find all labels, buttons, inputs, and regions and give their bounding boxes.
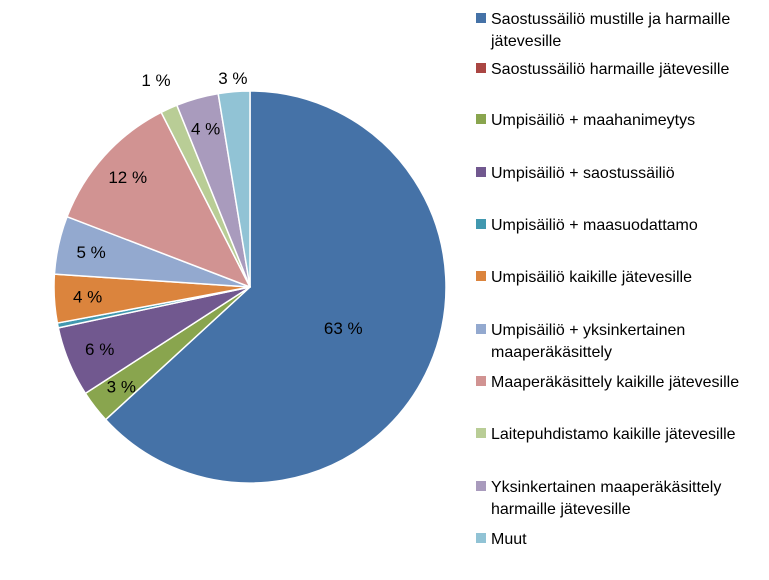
- legend-swatch-umpisailio-maahanimeytys: [476, 114, 486, 124]
- legend-label-line: jätevesille: [490, 33, 561, 50]
- legend-label-muut: Muut: [491, 531, 527, 548]
- legend-label-line: Saostussäiliö mustille ja harmaille: [491, 11, 730, 28]
- legend-label-yksinkertainen-maaperakasittely-harmaille-jatevesille: Yksinkertainen maaperäkäsittely harmaille…: [491, 479, 721, 518]
- legend-label-line: Umpisäiliö + yksinkertainen: [491, 322, 685, 339]
- legend-label-umpisailio-maasuodattamo: Umpisäiliö + maasuodattamo: [491, 217, 698, 234]
- legend-label-line: Umpisäiliö + maasuodattamo: [491, 217, 698, 234]
- legend-label-line: Muut: [491, 531, 527, 548]
- legend-item-umpisailio-kaikille-jatevesille: Umpisäiliö kaikille jätevesille: [476, 269, 692, 286]
- legend-item-umpisailio-yksinkertainen-maaperakasittely: Umpisäiliö + yksinkertainen maaperäkäsitt…: [476, 322, 685, 361]
- legend-item-laitepuhdistamo-kaikille-jatevesille: Laitepuhdistamo kaikille jätevesille: [476, 426, 736, 443]
- legend-swatch-yksinkertainen-maaperakasittely-harmaille-jatevesille: [476, 481, 486, 491]
- legend-swatch-umpisailio-saostussailio: [476, 167, 486, 177]
- legend-label-saostussailio-mustille-ja-harmaille-jatevesille: Saostussäiliö mustille ja harmaille jätev…: [490, 11, 730, 50]
- legend-label-line: Laitepuhdistamo kaikille jätevesille: [491, 426, 736, 443]
- legend-swatch-saostussailio-mustille-ja-harmaille-jatevesille: [476, 13, 486, 23]
- pie-slices: [53, 90, 447, 484]
- legend-label-saostussailio-harmaille-jatevesille: Saostussäiliö harmaille jätevesille: [491, 61, 729, 78]
- data-label-umpisailio-saostussailio: 6 %: [85, 340, 114, 359]
- legend-swatch-laitepuhdistamo-kaikille-jatevesille: [476, 428, 486, 438]
- legend-swatch-umpisailio-kaikille-jatevesille: [476, 271, 486, 281]
- legend: Saostussäiliö mustille ja harmaille jätev…: [476, 11, 739, 548]
- legend-label-line: Umpisäiliö + saostussäiliö: [491, 165, 675, 182]
- legend-label-line: maaperäkäsittely: [491, 344, 612, 361]
- data-label-umpisailio-yksinkertainen-maaperakasittely: 5 %: [76, 243, 105, 262]
- legend-label-line: Umpisäiliö kaikille jätevesille: [491, 269, 692, 286]
- legend-label-umpisailio-maahanimeytys: Umpisäiliö + maahanimeytys: [491, 112, 695, 129]
- legend-label-maaperakasittely-kaikille-jatevesille: Maaperäkäsittely kaikille jätevesille: [491, 374, 739, 391]
- data-label-saostussailio-mustille-ja-harmaille-jatevesille: 63 %: [324, 319, 363, 338]
- legend-item-muut: Muut: [476, 531, 527, 548]
- legend-item-saostussailio-harmaille-jatevesille: Saostussäiliö harmaille jätevesille: [476, 61, 729, 78]
- pie-slice-muut: [217, 90, 251, 288]
- legend-swatch-muut: [476, 533, 486, 543]
- legend-item-umpisailio-maahanimeytys: Umpisäiliö + maahanimeytys: [476, 112, 695, 129]
- legend-item-yksinkertainen-maaperakasittely-harmaille-jatevesille: Yksinkertainen maaperäkäsittely harmaille…: [476, 479, 721, 518]
- pie-slice-saostussailio-mustille-ja-harmaille-jatevesille: [104, 90, 447, 484]
- legend-label-line: Maaperäkäsittely kaikille jätevesille: [491, 374, 739, 391]
- legend-label-umpisailio-yksinkertainen-maaperakasittely: Umpisäiliö + yksinkertainen maaperäkäsitt…: [491, 322, 685, 361]
- legend-label-umpisailio-saostussailio: Umpisäiliö + saostussäiliö: [491, 165, 675, 182]
- legend-item-saostussailio-mustille-ja-harmaille-jatevesille: Saostussäiliö mustille ja harmaille jätev…: [476, 11, 730, 50]
- pie-slice-maaperakasittely-kaikille-jatevesille: [66, 111, 251, 288]
- data-label-umpisailio-kaikille-jatevesille: 4 %: [73, 288, 102, 307]
- data-label-maaperakasittely-kaikille-jatevesille: 12 %: [108, 168, 147, 187]
- legend-swatch-saostussailio-harmaille-jatevesille: [476, 63, 486, 73]
- legend-label-laitepuhdistamo-kaikille-jatevesille: Laitepuhdistamo kaikille jätevesille: [491, 426, 736, 443]
- legend-swatch-umpisailio-yksinkertainen-maaperakasittely: [476, 324, 486, 334]
- data-label-yksinkertainen-maaperakasittely-harmaille-jatevesille: 4 %: [191, 119, 220, 138]
- legend-label-line: Yksinkertainen maaperäkäsittely: [491, 479, 721, 496]
- data-label-umpisailio-maahanimeytys: 3 %: [107, 378, 136, 397]
- legend-item-maaperakasittely-kaikille-jatevesille: Maaperäkäsittely kaikille jätevesille: [476, 374, 739, 391]
- legend-label-umpisailio-kaikille-jatevesille: Umpisäiliö kaikille jätevesille: [491, 269, 692, 286]
- legend-label-line: Saostussäiliö harmaille jätevesille: [491, 61, 729, 78]
- legend-label-line: harmaille jätevesille: [491, 501, 631, 518]
- data-label-muut: 3 %: [218, 69, 247, 88]
- legend-item-umpisailio-maasuodattamo: Umpisäiliö + maasuodattamo: [476, 217, 698, 234]
- legend-swatch-maaperakasittely-kaikille-jatevesille: [476, 376, 486, 386]
- slice-labels: 63 % 3 % 6 % 4 % 5 % 12 % 1 % 4 % 3 %: [73, 69, 363, 397]
- legend-item-umpisailio-saostussailio: Umpisäiliö + saostussäiliö: [476, 165, 675, 182]
- legend-swatch-umpisailio-maasuodattamo: [476, 219, 486, 229]
- data-label-laitepuhdistamo-kaikille-jatevesille: 1 %: [141, 71, 170, 90]
- legend-label-line: Umpisäiliö + maahanimeytys: [491, 112, 695, 129]
